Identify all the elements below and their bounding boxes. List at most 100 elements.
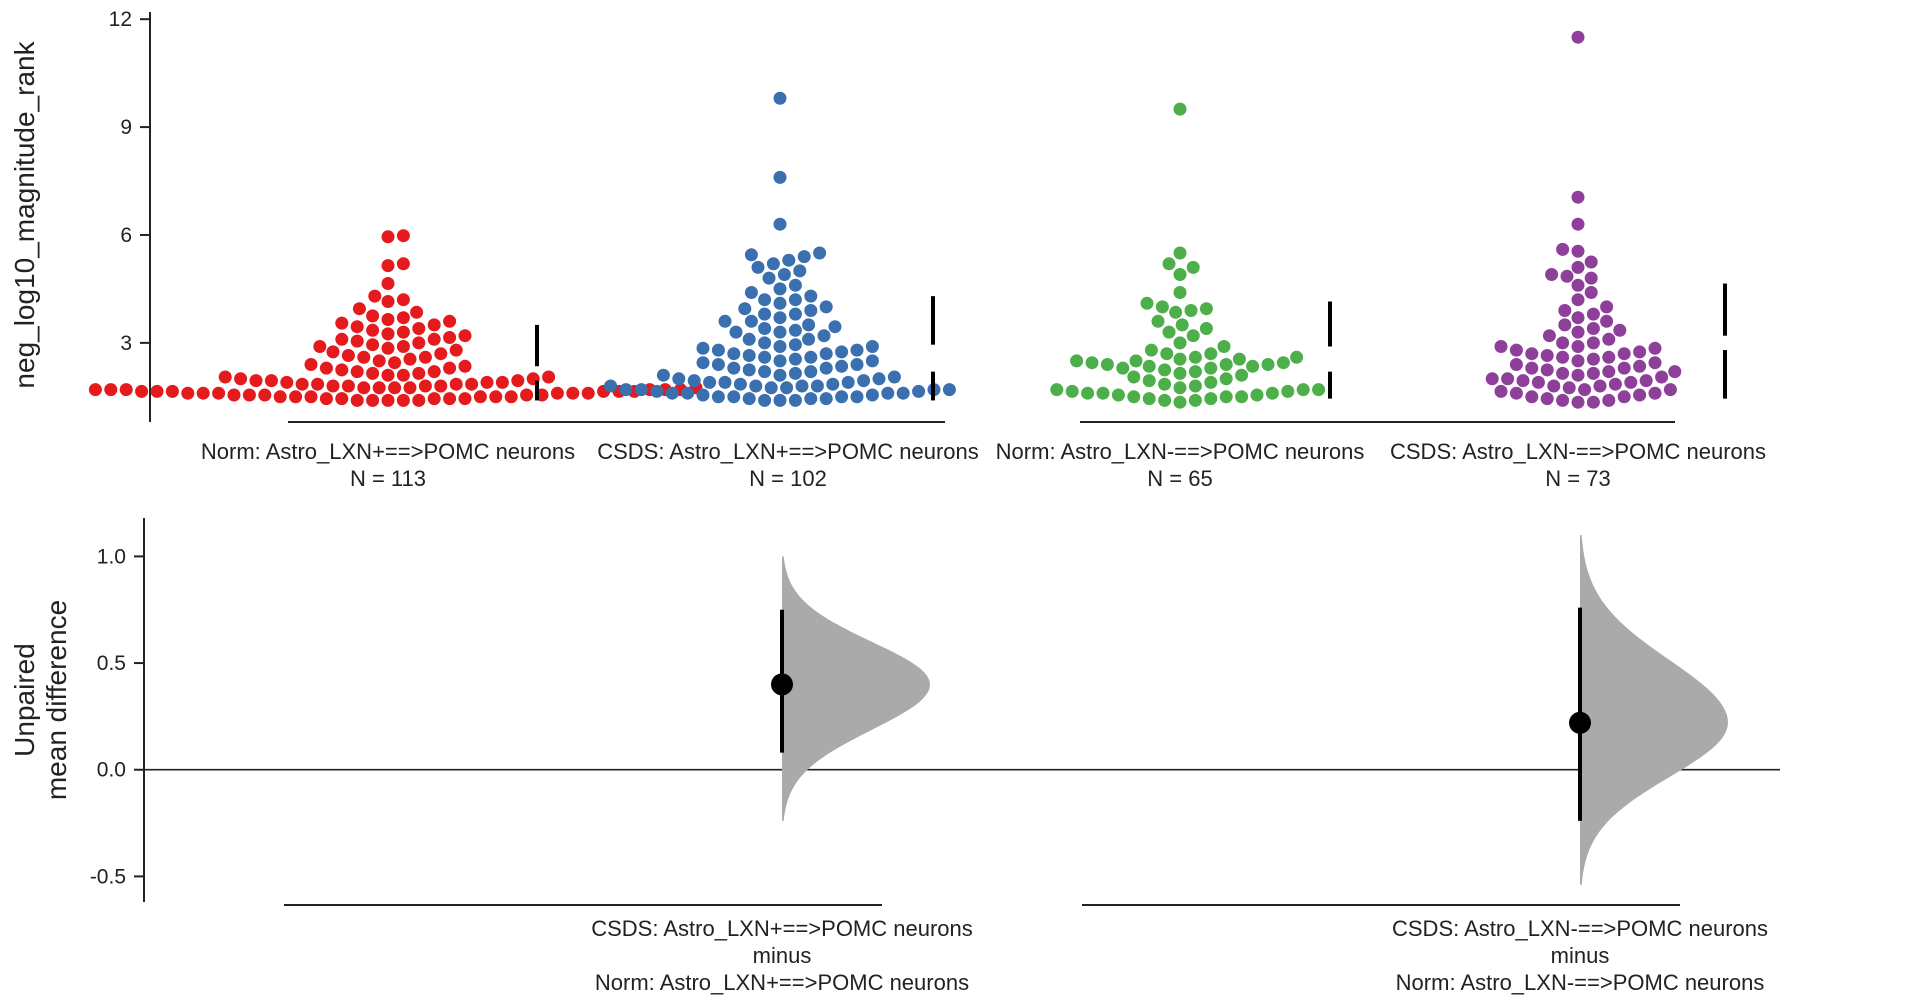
swarm-point (1199, 322, 1213, 335)
swarm-point (758, 350, 772, 364)
swarm-point (817, 329, 831, 343)
swarm-point (773, 368, 787, 382)
swarm-point (1173, 381, 1187, 395)
swarm-point (744, 248, 758, 262)
swarm-point (696, 341, 710, 355)
swarm-point (1204, 375, 1218, 389)
mean-difference-point (1569, 711, 1591, 734)
comparison-label-line: CSDS: Astro_LXN-==>POMC neurons (1392, 916, 1768, 941)
swarm-point (1600, 314, 1614, 328)
swarm-point (388, 356, 402, 370)
swarm-point (727, 361, 741, 375)
swarm-group-label: CSDS: Astro_LXN+==>POMC neurons (597, 439, 979, 464)
swarm-point (1175, 318, 1189, 332)
swarm-point (1204, 392, 1218, 406)
swarm-point (1509, 358, 1523, 371)
swarm-point (427, 318, 441, 332)
swarm-point (289, 390, 303, 404)
swarm-point (1276, 356, 1290, 370)
swarm-point (1571, 190, 1585, 204)
swarm-point (335, 332, 349, 346)
swarm-point (1096, 386, 1110, 400)
swarm-point (773, 91, 787, 105)
swarm-point (819, 347, 833, 361)
swarm-point (1111, 388, 1125, 402)
swarm-point (249, 374, 263, 388)
swarm-point (727, 390, 741, 404)
comparison-label-line: minus (753, 943, 812, 968)
swarm-point (1494, 340, 1508, 353)
swarm-point (427, 332, 441, 346)
swarm-point (634, 383, 648, 397)
swarm-point (744, 314, 758, 328)
swarm-point (619, 383, 633, 397)
swarm-point (381, 341, 395, 355)
swarm-point (1556, 336, 1570, 350)
swarm-point (1525, 361, 1539, 375)
swarm-point (350, 365, 364, 379)
swarm-point (1571, 354, 1585, 368)
swarm-point (802, 332, 816, 346)
swarm-point (511, 374, 525, 388)
swarm-point (758, 365, 772, 379)
swarm-point (550, 386, 564, 400)
comparison-label-line: Norm: Astro_LXN-==>POMC neurons (1396, 970, 1765, 995)
swarm-point (434, 347, 448, 361)
swarm-y-tick-label: 9 (120, 116, 132, 139)
swarm-point (1617, 390, 1631, 404)
swarm-point (802, 318, 816, 332)
swarm-point (656, 368, 670, 382)
swarm-point (773, 217, 787, 231)
swarm-point (1571, 395, 1585, 409)
swarm-point (1586, 307, 1600, 321)
swarm-point (835, 390, 849, 404)
swarm-point (1547, 379, 1561, 393)
swarm-group (1050, 102, 1332, 409)
swarm-point (1571, 311, 1585, 325)
swarm-point (727, 347, 741, 361)
swarm-point (1556, 242, 1570, 256)
swarm-point (458, 392, 472, 406)
swarm-point (788, 293, 802, 307)
swarm-group-label: Norm: Astro_LXN+==>POMC neurons (201, 439, 575, 464)
swarm-point (326, 379, 340, 393)
swarm-point (1246, 359, 1260, 373)
swarm-point (258, 388, 272, 402)
swarm-point (773, 296, 787, 310)
swarm-point (1648, 341, 1662, 355)
swarm-group-label: Norm: Astro_LXN-==>POMC neurons (996, 439, 1365, 464)
swarm-point (788, 323, 802, 337)
swarm-point (1081, 386, 1095, 400)
swarm-point (1556, 350, 1570, 364)
swarm-point (465, 377, 479, 391)
swarm-point (841, 375, 855, 389)
swarm-point (1235, 368, 1249, 382)
swarm-point (1600, 300, 1614, 314)
swarm-point (396, 368, 410, 382)
swarm-point (819, 392, 833, 406)
swarm-point (1219, 358, 1233, 371)
swarm-point (744, 286, 758, 299)
swarm-point (234, 372, 248, 386)
swarm-point (1173, 268, 1187, 281)
swarm-point (396, 229, 410, 243)
swarm-point (1531, 375, 1545, 389)
swarm-point (738, 302, 752, 316)
swarm-point (1663, 383, 1677, 397)
swarm-point (357, 350, 371, 364)
swarm-point (1571, 340, 1585, 353)
swarm-point (1525, 347, 1539, 361)
swarm-point (381, 313, 395, 326)
swarm-point (412, 393, 426, 407)
swarm-point (1129, 354, 1143, 368)
swarm-point (504, 390, 518, 404)
swarm-point (696, 388, 710, 402)
swarm-point (1162, 325, 1176, 339)
swarm-point (742, 332, 756, 346)
swarm-group-n-label: N = 73 (1545, 466, 1610, 491)
swarm-point (1217, 340, 1231, 353)
swarm-point (480, 375, 494, 389)
swarm-point (942, 383, 956, 397)
swarm-point (381, 327, 395, 341)
